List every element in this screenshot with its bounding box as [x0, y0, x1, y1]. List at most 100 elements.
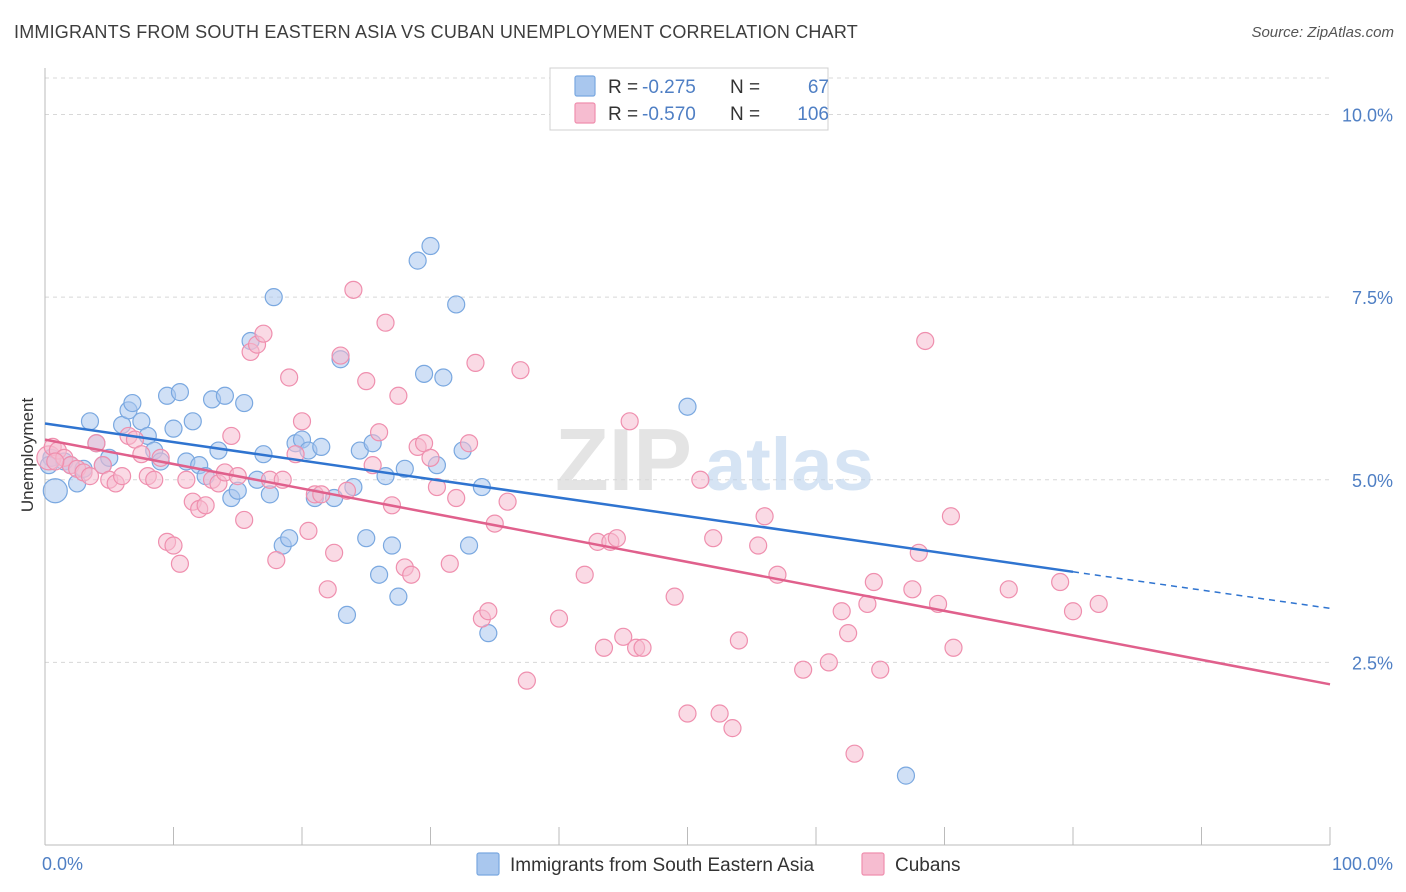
legend-swatch-blue [574, 75, 596, 97]
data-point-pink [292, 412, 312, 431]
data-point-blue [183, 412, 202, 431]
grid-layer [45, 77, 1330, 663]
data-point-pink [222, 426, 241, 446]
watermark-atlas: atlas [705, 423, 874, 506]
series-pink-points [36, 280, 1108, 763]
series-blue-points [39, 236, 916, 785]
chart-source: Source: ZipAtlas.com [1251, 24, 1394, 41]
data-point-pink [723, 719, 742, 738]
watermark: ZIP atlas [555, 410, 874, 509]
bottom-legend-label-pink: Cubans [895, 855, 961, 876]
data-point-pink [749, 536, 768, 555]
data-point-pink [447, 488, 466, 508]
legend-box [549, 67, 829, 131]
x-tick-labels: 0.0% 100.0% [42, 854, 1393, 874]
data-point-blue [395, 459, 414, 478]
data-point-pink [755, 507, 774, 526]
data-point-blue [164, 419, 183, 438]
data-point-pink [819, 653, 838, 672]
data-point-blue [408, 251, 427, 270]
x-tick-label: 0.0% [42, 854, 83, 874]
data-point-pink [80, 467, 100, 486]
data-point-pink [280, 368, 299, 387]
y-tick-label: 10.0% [1342, 106, 1393, 126]
data-point-pink [549, 609, 569, 628]
data-point-blue [447, 295, 466, 314]
data-point-pink [864, 572, 883, 592]
data-point-blue [459, 536, 479, 555]
data-point-blue [389, 587, 408, 606]
trendline-extension [1072, 571, 1331, 610]
data-point-pink [704, 529, 723, 548]
data-point-pink [170, 554, 190, 573]
y-tick-label: 7.5% [1352, 288, 1393, 308]
y-tick-labels: 2.5% 5.0% 7.5% 10.0% [1342, 106, 1393, 674]
data-point-pink [1089, 594, 1108, 614]
data-point-pink [177, 470, 196, 489]
data-point-pink [145, 470, 164, 489]
data-point-pink [466, 353, 485, 372]
x-tick-label: 100.0% [1332, 854, 1393, 874]
data-point-pink [614, 627, 633, 646]
data-point-pink [112, 467, 132, 486]
data-point-blue [382, 536, 402, 555]
data-point-pink [944, 638, 963, 657]
bottom-legend-label-blue: Immigrants from South Eastern Asia [510, 855, 815, 876]
data-point-blue [434, 368, 453, 387]
data-point-pink [402, 565, 421, 584]
data-point-pink [267, 551, 286, 570]
legend: R = -0.275 N = 67 R = -0.570 N = 106 [549, 67, 829, 131]
data-point-pink [46, 452, 65, 471]
legend-r-value: -0.275 [642, 77, 696, 98]
legend-n-label: N = [730, 77, 760, 98]
data-point-pink [421, 448, 440, 467]
data-point-pink [691, 470, 710, 489]
data-point-pink [633, 638, 652, 657]
data-point-pink [376, 313, 395, 332]
data-point-pink [254, 324, 273, 343]
data-point-pink [427, 477, 447, 497]
data-point-pink [370, 423, 389, 442]
legend-swatch-pink [574, 102, 596, 124]
data-point-pink [331, 346, 350, 365]
data-point-pink [941, 507, 961, 526]
data-point-pink [325, 543, 344, 562]
data-point-pink [999, 580, 1018, 599]
data-point-pink [440, 554, 459, 573]
data-point-pink [498, 492, 517, 511]
data-point-blue [215, 386, 234, 405]
data-point-pink [729, 631, 749, 650]
data-point-pink [235, 510, 254, 530]
legend-r-label: R = [608, 77, 638, 98]
data-point-pink [594, 638, 614, 657]
data-point-blue [280, 529, 299, 548]
bottom-legend: Immigrants from South Eastern Asia Cuban… [476, 852, 961, 876]
legend-r-value: -0.570 [642, 104, 696, 125]
y-tick-label: 2.5% [1352, 653, 1393, 673]
bottom-legend-swatch-pink [861, 852, 885, 876]
data-point-blue [312, 437, 331, 456]
data-point-pink [678, 704, 697, 723]
data-point-pink [710, 704, 729, 723]
data-point-pink [1051, 572, 1070, 592]
data-point-blue [264, 288, 283, 307]
data-point-pink [164, 536, 183, 555]
data-point-pink [389, 386, 408, 405]
data-point-pink [459, 434, 479, 453]
data-point-blue [357, 529, 376, 548]
data-point-blue [123, 393, 142, 413]
data-point-blue [337, 605, 357, 625]
data-point-pink [794, 660, 813, 679]
chart-title: IMMIGRANTS FROM SOUTH EASTERN ASIA VS CU… [14, 22, 858, 42]
data-point-blue [235, 393, 254, 413]
data-point-blue [42, 478, 68, 504]
data-point-pink [903, 580, 922, 599]
data-point-pink [871, 660, 890, 679]
data-point-pink [909, 543, 928, 562]
data-point-blue [170, 383, 190, 402]
legend-r-label: R = [608, 104, 638, 125]
legend-n-label: N = [730, 104, 760, 125]
data-point-blue [414, 364, 434, 383]
data-point-pink [344, 280, 363, 299]
